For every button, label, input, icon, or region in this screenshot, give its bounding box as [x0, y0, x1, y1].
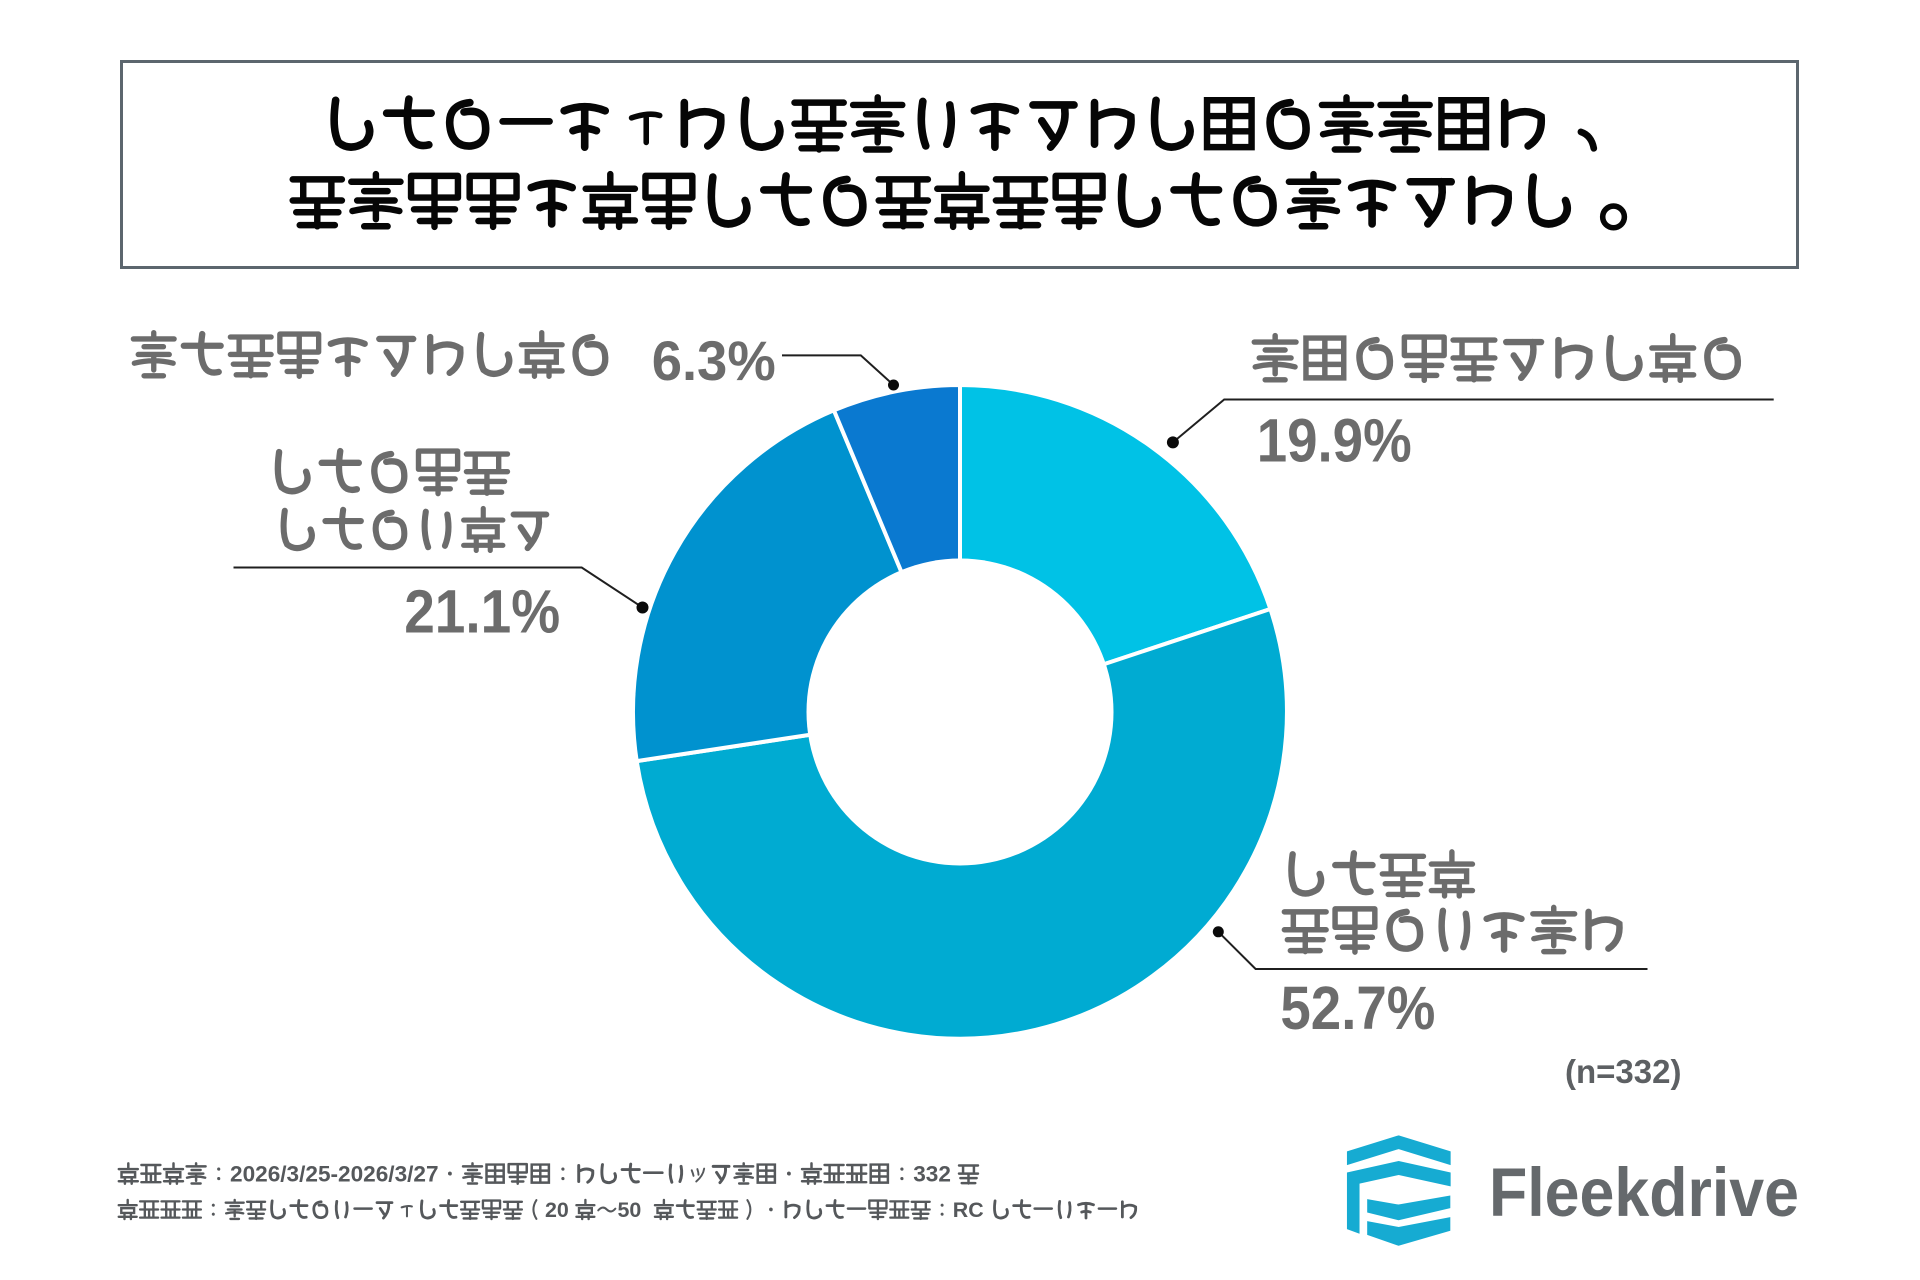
svg-text:(n=332): (n=332) [1565, 1053, 1681, 1090]
svg-text:332: 332 [913, 1162, 951, 1187]
svg-text:2026/3/25-2026/3/27: 2026/3/25-2026/3/27 [230, 1162, 439, 1187]
svg-text:6.3%: 6.3% [652, 329, 776, 392]
svg-text:21.1%: 21.1% [404, 578, 560, 646]
svg-text:20: 20 [545, 1198, 569, 1222]
svg-text:50: 50 [618, 1198, 642, 1222]
svg-text:Fleekdrive: Fleekdrive [1489, 1154, 1799, 1231]
svg-text:19.9%: 19.9% [1257, 407, 1412, 475]
svg-text:52.7%: 52.7% [1280, 974, 1435, 1042]
svg-text:RC: RC [953, 1198, 984, 1222]
